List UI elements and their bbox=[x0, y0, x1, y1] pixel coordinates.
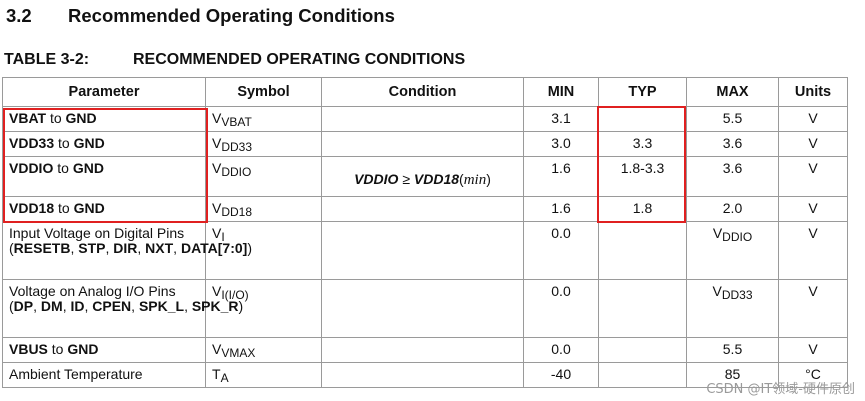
condition-rhs: VDD18 bbox=[413, 171, 460, 187]
min-cell: -40 bbox=[523, 362, 599, 388]
column-header-symbol: Symbol bbox=[205, 77, 322, 107]
max-cell: 2.0 bbox=[686, 196, 779, 222]
column-header-typ: TYP bbox=[598, 77, 687, 107]
min-cell: 0.0 bbox=[523, 279, 599, 338]
units-cell: V bbox=[778, 221, 848, 280]
parameter-cell: VDDIO to GND bbox=[2, 156, 206, 197]
table-caption-number: TABLE 3-2: bbox=[4, 51, 90, 68]
units-cell: V bbox=[778, 131, 848, 157]
column-header-min: MIN bbox=[523, 77, 599, 107]
parameter-cell: VDD33 to GND bbox=[2, 131, 206, 157]
symbol-cell: VDDIO bbox=[205, 156, 322, 197]
parameter-cell: Ambient Temperature bbox=[2, 362, 206, 388]
max-cell: VDDIO bbox=[686, 221, 779, 280]
condition-cell bbox=[321, 337, 524, 363]
max-cell: 5.5 bbox=[686, 337, 779, 363]
symbol-cell: VDD33 bbox=[205, 131, 322, 157]
typ-cell: 3.3 bbox=[598, 131, 687, 157]
typ-cell bbox=[598, 279, 687, 338]
watermark: CSDN @IT领域-硬件原创 bbox=[706, 382, 855, 397]
column-header-parameter: Parameter bbox=[2, 77, 206, 107]
units-cell: V bbox=[778, 196, 848, 222]
min-cell: 3.0 bbox=[523, 131, 599, 157]
typ-cell bbox=[598, 337, 687, 363]
column-header-condition: Condition bbox=[321, 77, 524, 107]
symbol-cell: VVBAT bbox=[205, 106, 322, 132]
typ-cell: 1.8 bbox=[598, 196, 687, 222]
column-header-units: Units bbox=[778, 77, 848, 107]
min-cell: 1.6 bbox=[523, 196, 599, 222]
table-row: VBUS to GND VVMAX 0.0 5.5 V bbox=[2, 337, 848, 363]
parameter-cell: Input Voltage on Digital Pins (RESETB, S… bbox=[2, 221, 252, 280]
max-cell: 3.6 bbox=[686, 156, 779, 197]
condition-cell: VDDIO ≥ VDD18(min) bbox=[321, 156, 524, 197]
min-cell: 0.0 bbox=[523, 337, 599, 363]
units-cell: V bbox=[778, 337, 848, 363]
max-cell: 85 bbox=[686, 362, 779, 388]
table-caption-title: RECOMMENDED OPERATING CONDITIONS bbox=[133, 51, 466, 68]
column-header-max: MAX bbox=[686, 77, 779, 107]
table-row: Ambient Temperature TA -40 85 °C bbox=[2, 362, 848, 388]
parameter-cell: Voltage on Analog I/O Pins (DP, DM, ID, … bbox=[2, 279, 243, 338]
parameter-cell: VBAT to GND bbox=[2, 106, 206, 132]
condition-cell bbox=[321, 196, 524, 222]
symbol-cell: VDD18 bbox=[205, 196, 322, 222]
symbol-cell: VVMAX bbox=[205, 337, 322, 363]
min-cell: 0.0 bbox=[523, 221, 599, 280]
condition-operator: ≥ bbox=[398, 171, 414, 187]
condition-qualifier: min bbox=[463, 172, 487, 188]
section-number: 3.2 bbox=[6, 5, 32, 26]
min-cell: 3.1 bbox=[523, 106, 599, 132]
condition-cell bbox=[321, 221, 524, 280]
condition-cell bbox=[321, 362, 524, 388]
symbol-cell: TA bbox=[205, 362, 322, 388]
table-row: VDD18 to GND VDD18 1.6 1.8 2.0 V bbox=[2, 196, 848, 222]
condition-cell bbox=[321, 131, 524, 157]
condition-lhs: VDDIO bbox=[354, 171, 399, 187]
condition-cell bbox=[321, 106, 524, 132]
table-row: VDD33 to GND VDD33 3.0 3.3 3.6 V bbox=[2, 131, 848, 157]
max-cell: 5.5 bbox=[686, 106, 779, 132]
units-cell: °C bbox=[778, 362, 848, 388]
section-heading: 3.2 Recommended Operating Conditions bbox=[6, 4, 395, 28]
typ-cell: 1.8-3.3 bbox=[598, 156, 687, 197]
table-caption: TABLE 3-2: RECOMMENDED OPERATING CONDITIO… bbox=[4, 49, 465, 71]
table-row: Voltage on Analog I/O Pins (DP, DM, ID, … bbox=[2, 279, 848, 338]
typ-cell bbox=[598, 221, 687, 280]
units-cell: V bbox=[778, 156, 848, 197]
units-cell: V bbox=[778, 106, 848, 132]
table-row: Input Voltage on Digital Pins (RESETB, S… bbox=[2, 221, 848, 280]
condition-cell bbox=[321, 279, 524, 338]
parameter-cell: VDD18 to GND bbox=[2, 196, 206, 222]
min-cell: 1.6 bbox=[523, 156, 599, 197]
max-cell: 3.6 bbox=[686, 131, 779, 157]
typ-cell bbox=[598, 106, 687, 132]
table-header-row: Parameter Symbol Condition MIN TYP MAX U… bbox=[2, 77, 848, 107]
max-cell: VDD33 bbox=[686, 279, 779, 338]
section-title: Recommended Operating Conditions bbox=[68, 5, 395, 26]
table-row: VDDIO to GND VDDIO VDDIO ≥ VDD18(min) 1.… bbox=[2, 156, 848, 197]
operating-conditions-table: Parameter Symbol Condition MIN TYP MAX U… bbox=[2, 77, 848, 388]
units-cell: V bbox=[778, 279, 848, 338]
symbol-cell: VI(I/O) bbox=[205, 279, 322, 338]
symbol-cell: VI bbox=[205, 221, 322, 280]
typ-cell bbox=[598, 362, 687, 388]
parameter-cell: VBUS to GND bbox=[2, 337, 206, 363]
table-row: VBAT to GND VVBAT 3.1 5.5 V bbox=[2, 106, 848, 132]
